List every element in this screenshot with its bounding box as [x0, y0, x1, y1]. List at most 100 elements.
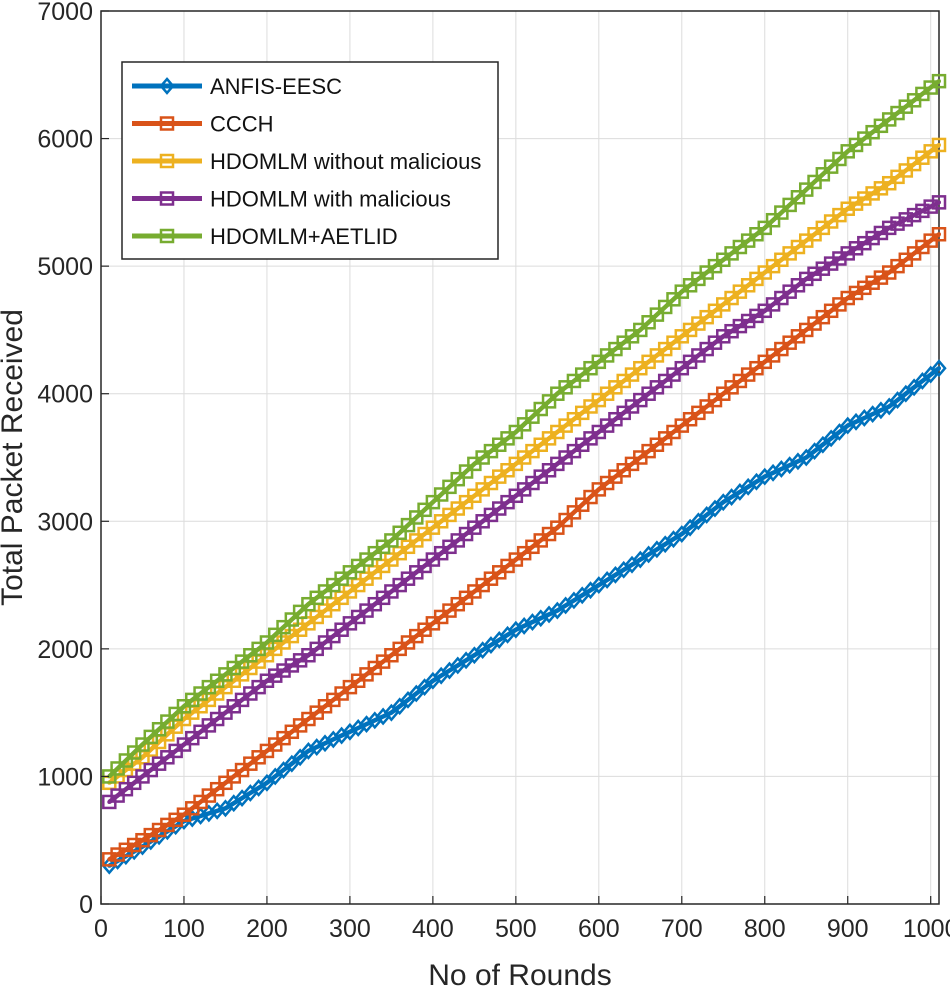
series-hdomlm-without-malicious — [102, 137, 947, 791]
hdomlm-aetlid-point — [472, 461, 477, 466]
hdomlm-aetlid-marker-1 — [110, 761, 125, 776]
hdomlm-aetlid-marker-53 — [541, 394, 557, 409]
hdomlm-with-malicious-point — [107, 799, 112, 804]
hdomlm-with-malicious-point — [389, 589, 394, 594]
anfis-eesc-point — [430, 678, 435, 683]
ccch-point — [804, 327, 809, 332]
hdomlm-with-malicious-point — [887, 225, 892, 230]
anfis-eesc-point — [389, 710, 394, 715]
hdomlm-with-malicious-point — [140, 774, 145, 779]
legend-label: ANFIS-EESC — [210, 74, 342, 99]
y-axis-label: Total Packet Received — [0, 309, 29, 606]
hdomlm-aetlid-marker-86 — [815, 167, 831, 182]
ccch-point — [430, 621, 435, 626]
hdomlm-aetlid-marker-39 — [425, 494, 441, 510]
hdomlm-aetlid-point — [887, 117, 892, 122]
legend-label: CCCH — [210, 112, 274, 137]
hdomlm-without-malicious-point — [140, 755, 145, 760]
hdomlm-with-malicious-point — [804, 276, 809, 281]
anfis-eesc-point — [347, 729, 352, 734]
anfis-eesc-marker-69 — [674, 525, 690, 543]
anfis-eesc-marker-84 — [798, 448, 814, 467]
hdomlm-with-malicious-point — [845, 251, 850, 256]
legend-entry-hdomlm-without-malicious: HDOMLM without malicious — [132, 149, 481, 174]
hdomlm-aetlid-marker-19 — [259, 635, 275, 650]
hdomlm-without-malicious-point — [845, 206, 850, 211]
hdomlm-without-malicious-point — [937, 142, 941, 147]
hdomlm-with-malicious-point — [937, 200, 941, 205]
x-tick-label: 0 — [94, 915, 108, 943]
x-tick-label: 200 — [246, 915, 288, 943]
ccch-point — [679, 423, 684, 428]
hdomlm-aetlid-marker-40 — [433, 487, 449, 502]
hdomlm-aetlid-marker-5 — [143, 729, 159, 745]
hdomlm-aetlid-point — [140, 742, 145, 747]
hdomlm-aetlid-point — [513, 429, 518, 434]
hdomlm-with-malicious-point — [430, 557, 435, 562]
y-tick-label: 6000 — [37, 126, 93, 154]
anfis-eesc-marker-72 — [699, 505, 715, 524]
hdomlm-aetlid-point — [306, 602, 311, 607]
hdomlm-aetlid-marker-65 — [641, 315, 656, 330]
hdomlm-with-malicious-marker-100 — [931, 195, 947, 210]
hdomlm-without-malicious-point — [804, 238, 809, 243]
hdomlm-with-malicious-point — [513, 493, 518, 498]
hdomlm-without-malicious-point — [679, 334, 684, 339]
hdomlm-without-malicious-point — [223, 685, 228, 690]
hdomlm-aetlid-point — [596, 359, 601, 364]
hdomlm-without-malicious-point — [762, 270, 767, 275]
hdomlm-aetlid-marker-52 — [533, 401, 548, 417]
anfis-eesc-marker-98 — [914, 372, 931, 390]
anfis-eesc-point — [264, 780, 269, 785]
y-tick-label: 3000 — [37, 508, 93, 536]
legend-label: HDOMLM with malicious — [210, 187, 451, 212]
hdomlm-with-malicious-marker-94 — [881, 220, 897, 236]
hdomlm-without-malicious-point — [306, 621, 311, 626]
ccch-marker-56 — [566, 505, 582, 520]
hdomlm-aetlid-point — [638, 327, 643, 332]
hdomlm-without-malicious-point — [264, 653, 269, 658]
series-ccch — [102, 227, 947, 867]
hdomlm-aetlid-marker-51 — [525, 409, 540, 424]
hdomlm-aetlid-marker-88 — [832, 151, 847, 167]
anfis-eesc-marker-88 — [831, 423, 848, 441]
hdomlm-aetlid-marker-50 — [516, 417, 532, 432]
hdomlm-with-malicious-point — [762, 308, 767, 313]
legend-entry-hdomlm-aetlid: HDOMLM+AETLID — [132, 224, 398, 249]
anfis-eesc-marker-86 — [815, 435, 831, 454]
anfis-eesc-marker-21 — [275, 761, 292, 779]
hdomlm-without-malicious-marker-100 — [931, 137, 947, 153]
hdomlm-aetlid-marker-80 — [765, 212, 781, 228]
hdomlm-with-malicious-marker-95 — [890, 216, 905, 231]
y-tick-label: 4000 — [37, 381, 93, 409]
hdomlm-without-malicious-point — [181, 717, 186, 722]
ccch-marker-58 — [583, 489, 598, 505]
x-tick-label: 500 — [495, 915, 537, 943]
anfis-eesc-marker-100 — [931, 359, 947, 378]
anfis-eesc-point — [721, 500, 726, 505]
hdomlm-with-malicious-marker-97 — [906, 207, 922, 223]
hdomlm-aetlid-marker-64 — [633, 322, 648, 338]
hdomlm-aetlid-marker-2 — [118, 753, 134, 768]
anfis-eesc-point — [472, 653, 477, 658]
ccch-point — [181, 812, 186, 817]
hdomlm-aetlid-marker-81 — [774, 205, 789, 220]
hdomlm-aetlid-marker-21 — [276, 619, 291, 635]
anfis-eesc-marker-22 — [284, 754, 300, 773]
anfis-eesc-point — [223, 806, 228, 811]
hdomlm-aetlid-point — [721, 257, 726, 262]
ccch-point — [555, 525, 560, 530]
y-tick-label: 1000 — [37, 763, 93, 791]
tick-labels: 0 100 200 300 400 500 600 700 800 900 1000 0 1000 200… — [37, 0, 950, 943]
series-layer — [101, 73, 947, 875]
anfis-eesc-marker-37 — [408, 684, 424, 703]
legend-entry-anfis-eesc: ANFIS-EESC — [132, 74, 342, 99]
legend-anfis-eesc-marker-0 — [159, 77, 175, 95]
anfis-eesc-marker-19 — [259, 773, 275, 792]
hdomlm-aetlid-marker-37 — [409, 510, 424, 525]
hdomlm-aetlid-marker-49 — [508, 424, 524, 440]
y-tick-label: 2000 — [37, 636, 93, 664]
hdomlm-without-malicious-point — [638, 366, 643, 371]
anfis-eesc-point — [804, 455, 809, 460]
